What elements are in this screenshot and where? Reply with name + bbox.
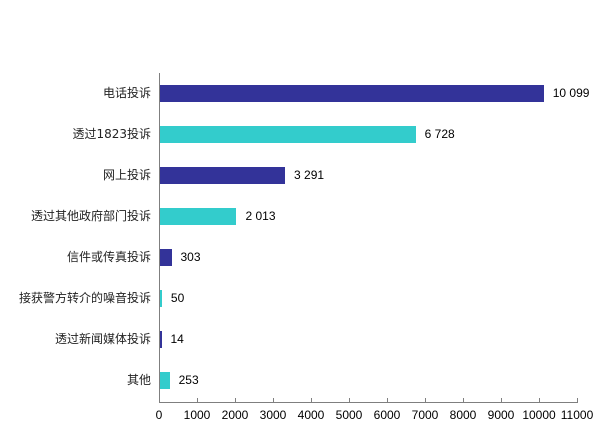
bar <box>160 207 237 225</box>
x-tick <box>387 398 388 402</box>
value-label: 14 <box>170 332 184 346</box>
value-label: 10 099 <box>552 86 590 100</box>
bar <box>160 371 170 389</box>
y-axis-line <box>159 73 160 403</box>
value-label: 303 <box>180 250 201 264</box>
x-tick-label: 4000 <box>297 408 325 422</box>
bar <box>160 289 162 307</box>
x-tick <box>273 398 274 402</box>
bar <box>160 248 172 266</box>
category-label: 信件或传真投诉 <box>66 250 151 264</box>
x-axis-line <box>159 402 578 403</box>
x-tick <box>501 398 502 402</box>
x-tick <box>539 398 540 402</box>
x-tick <box>463 398 464 402</box>
bar <box>160 166 286 184</box>
x-tick-label: 10000 <box>522 408 556 422</box>
bar <box>160 125 416 143</box>
x-tick <box>349 398 350 402</box>
x-tick <box>197 398 198 402</box>
category-label: 接获警方转介的噪音投诉 <box>18 291 151 305</box>
x-tick-label: 0 <box>155 408 163 422</box>
value-label: 253 <box>178 373 199 387</box>
x-tick-label: 11000 <box>560 408 594 422</box>
category-label: 网上投诉 <box>102 168 151 182</box>
x-tick-label: 1000 <box>183 408 211 422</box>
bar <box>160 84 544 102</box>
x-tick <box>311 398 312 402</box>
category-label: 电话投诉 <box>102 86 151 100</box>
x-tick-label: 8000 <box>449 408 477 422</box>
value-label: 3 291 <box>294 168 325 182</box>
x-tick <box>425 398 426 402</box>
category-label: 其他 <box>126 373 151 387</box>
x-tick-label: 7000 <box>411 408 439 422</box>
value-label: 2 013 <box>245 209 276 223</box>
x-tick-label: 2000 <box>221 408 249 422</box>
x-tick-label: 3000 <box>259 408 287 422</box>
bar <box>160 330 162 348</box>
x-tick <box>577 398 578 402</box>
x-tick-label: 6000 <box>373 408 401 422</box>
value-label: 50 <box>170 291 185 305</box>
x-tick-label: 9000 <box>487 408 515 422</box>
category-label: 透过1823投诉 <box>72 127 151 141</box>
category-label: 透过新闻媒体投诉 <box>54 332 151 346</box>
category-label: 透过其他政府部门投诉 <box>30 209 151 223</box>
value-label: 6 728 <box>424 127 455 141</box>
x-tick-label: 5000 <box>335 408 363 422</box>
x-tick <box>235 398 236 402</box>
